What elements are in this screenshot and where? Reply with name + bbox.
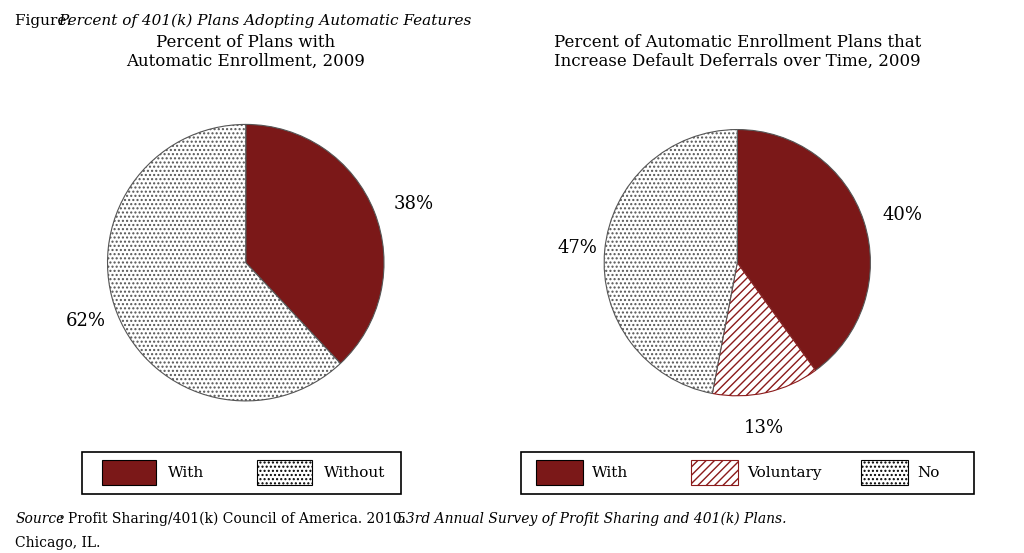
Text: Voluntary: Voluntary	[748, 466, 822, 480]
Text: : Profit Sharing/401(k) Council of America. 2010.: : Profit Sharing/401(k) Council of Ameri…	[59, 512, 411, 526]
Text: Percent of 401(k) Plans Adopting Automatic Features: Percent of 401(k) Plans Adopting Automat…	[58, 14, 472, 28]
Text: 40%: 40%	[883, 206, 923, 225]
Text: 53rd Annual Survey of Profit Sharing and 401(k) Plans.: 53rd Annual Survey of Profit Sharing and…	[397, 512, 786, 526]
Bar	[536, 460, 583, 486]
Title: Percent of Plans with
Automatic Enrollment, 2009: Percent of Plans with Automatic Enrollme…	[126, 34, 366, 70]
Wedge shape	[108, 124, 340, 401]
Text: 13%: 13%	[744, 419, 784, 437]
Title: Percent of Automatic Enrollment Plans that
Increase Default Deferrals over Time,: Percent of Automatic Enrollment Plans th…	[554, 34, 921, 70]
Bar	[257, 460, 312, 486]
Text: 62%: 62%	[66, 312, 106, 330]
Text: With: With	[168, 466, 204, 480]
FancyBboxPatch shape	[82, 452, 401, 494]
Text: Source: Source	[15, 512, 65, 525]
Bar	[101, 460, 157, 486]
Wedge shape	[737, 129, 870, 371]
Wedge shape	[604, 129, 737, 393]
Text: Without: Without	[324, 466, 385, 480]
Text: Figure.: Figure.	[15, 14, 77, 28]
Wedge shape	[246, 124, 384, 363]
Bar	[691, 460, 738, 486]
Wedge shape	[713, 263, 815, 396]
Text: With: With	[592, 466, 629, 480]
Bar	[860, 460, 907, 486]
Text: 47%: 47%	[557, 239, 597, 257]
Text: No: No	[918, 466, 939, 480]
FancyBboxPatch shape	[521, 452, 974, 494]
Text: 38%: 38%	[393, 195, 434, 213]
Text: Chicago, IL.: Chicago, IL.	[15, 536, 100, 550]
